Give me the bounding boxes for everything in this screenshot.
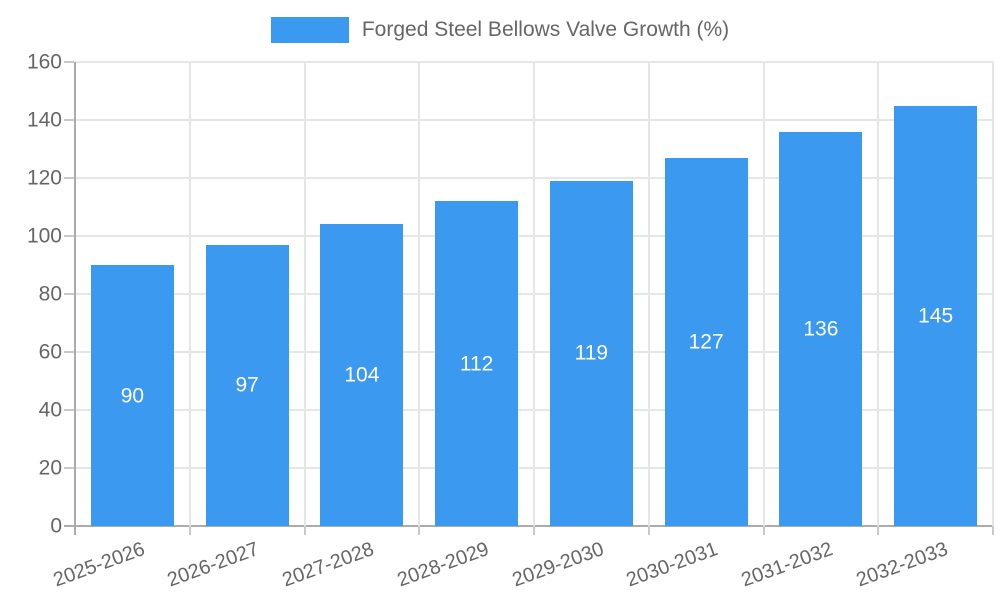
gridline-vertical xyxy=(303,62,306,526)
gridline-vertical xyxy=(188,62,191,526)
bar-value-label: 119 xyxy=(574,341,609,365)
bar-value-label: 127 xyxy=(688,330,724,354)
legend-swatch[interactable] xyxy=(270,17,349,43)
y-tick-label: 60 xyxy=(38,340,62,364)
y-tick-label: 160 xyxy=(26,50,62,74)
x-tick-mark xyxy=(188,526,191,535)
gridline-vertical xyxy=(877,62,880,526)
x-tick-mark xyxy=(303,526,306,535)
x-tick-label: 2028-2029 xyxy=(394,538,492,592)
bar-2029-2030[interactable]: 119 xyxy=(549,180,633,526)
x-tick-mark xyxy=(647,526,650,535)
bar-value-label: 90 xyxy=(120,384,145,407)
bar-value-label: 104 xyxy=(344,363,380,387)
x-tick-mark xyxy=(762,526,765,535)
bar-2030-2031[interactable]: 127 xyxy=(664,157,748,526)
x-tick-label: 2031-2032 xyxy=(738,538,837,592)
bar-value-label: 97 xyxy=(235,373,259,397)
y-tick-label: 20 xyxy=(38,456,62,480)
gridline-vertical xyxy=(762,62,765,526)
y-tick-mark xyxy=(64,235,74,237)
bar-2032-2033[interactable]: 145 xyxy=(894,105,978,526)
x-tick-mark xyxy=(74,526,76,535)
y-tick-mark xyxy=(64,61,74,63)
bar-2025-2026[interactable]: 90 xyxy=(90,265,174,526)
gridline-vertical xyxy=(533,62,535,526)
y-axis-line xyxy=(74,62,76,526)
bar-2027-2028[interactable]: 104 xyxy=(320,224,404,526)
x-tick-mark xyxy=(877,526,880,535)
x-tick-label: 2029-2030 xyxy=(509,538,607,592)
y-tick-label: 140 xyxy=(26,108,62,132)
y-tick-mark xyxy=(64,177,74,179)
bar-value-label: 112 xyxy=(459,352,494,376)
gridline-vertical xyxy=(418,62,421,526)
y-tick-mark xyxy=(64,525,74,527)
bar-value-label: 145 xyxy=(918,304,954,328)
x-tick-label: 2027-2028 xyxy=(279,538,378,592)
y-tick-mark xyxy=(64,119,74,121)
y-tick-label: 80 xyxy=(38,282,62,306)
x-tick-label: 2032-2033 xyxy=(853,538,951,592)
bar-value-label: 136 xyxy=(803,317,839,341)
x-tick-mark xyxy=(992,526,994,535)
x-tick-mark xyxy=(418,526,421,535)
y-tick-mark xyxy=(64,351,74,353)
bar-2031-2032[interactable]: 136 xyxy=(779,131,863,526)
y-tick-label: 100 xyxy=(26,224,62,248)
gridline-vertical xyxy=(992,62,994,526)
x-tick-label: 2030-2031 xyxy=(623,538,722,592)
y-tick-mark xyxy=(64,409,74,411)
x-tick-label: 2025-2026 xyxy=(50,538,148,592)
y-tick-label: 120 xyxy=(26,166,62,190)
gridline-vertical xyxy=(647,62,650,526)
bar-2028-2029[interactable]: 112 xyxy=(435,201,519,526)
y-tick-label: 40 xyxy=(38,398,62,422)
y-tick-mark xyxy=(64,467,74,469)
legend-label[interactable]: Forged Steel Bellows Valve Growth (%) xyxy=(361,18,730,41)
legend[interactable]: Forged Steel Bellows Valve Growth (%) xyxy=(0,17,1000,43)
bar-2026-2027[interactable]: 97 xyxy=(205,244,289,526)
y-tick-label: 0 xyxy=(50,514,62,538)
x-tick-label: 2026-2027 xyxy=(164,538,263,592)
y-tick-mark xyxy=(64,293,74,295)
x-tick-mark xyxy=(533,526,535,535)
